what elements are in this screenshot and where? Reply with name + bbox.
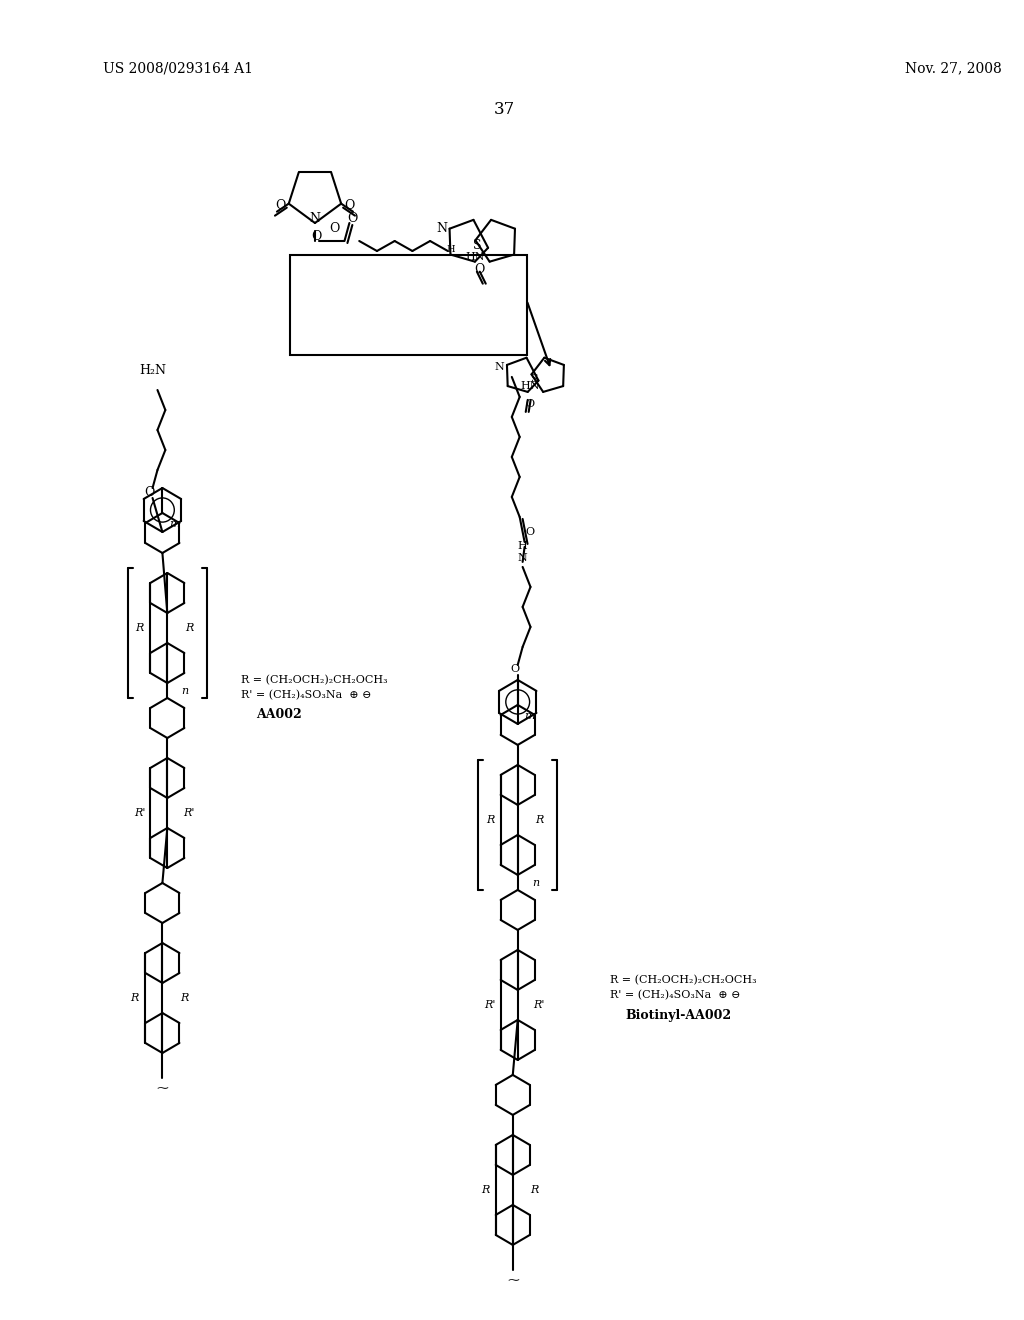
Text: m: m [524, 711, 535, 721]
Text: O: O [510, 664, 519, 675]
Text: US 2008/0293164 A1: US 2008/0293164 A1 [103, 61, 253, 75]
Text: R: R [486, 814, 495, 825]
Text: R = (CH₂OCH₂)₂CH₂OCH₃: R = (CH₂OCH₂)₂CH₂OCH₃ [241, 675, 388, 685]
Text: O: O [330, 223, 340, 235]
Text: ~: ~ [156, 1080, 169, 1097]
Text: R: R [131, 993, 139, 1003]
Text: H: H [446, 246, 455, 253]
Text: H
N: H N [518, 541, 527, 562]
Text: R: R [180, 993, 188, 1003]
Text: R' = (CH₂)₄SO₃Na  ⊕ ⊖: R' = (CH₂)₄SO₃Na ⊕ ⊖ [610, 990, 740, 1001]
Text: N: N [495, 362, 504, 372]
Text: R = (CH₂OCH₂)₂CH₂OCH₃: R = (CH₂OCH₂)₂CH₂OCH₃ [610, 975, 757, 985]
Text: O: O [311, 231, 323, 243]
Text: S: S [529, 375, 538, 384]
Text: AA002: AA002 [256, 709, 302, 722]
Text: R': R' [534, 1001, 545, 1010]
Text: R: R [184, 623, 194, 634]
Text: O: O [525, 527, 535, 537]
Text: O: O [475, 263, 485, 276]
Text: O: O [525, 399, 535, 409]
Text: R': R' [134, 808, 145, 818]
Text: n: n [181, 686, 188, 696]
Text: R' = (CH₂)₄SO₃Na  ⊕ ⊖: R' = (CH₂)₄SO₃Na ⊕ ⊖ [241, 690, 372, 700]
Text: n: n [531, 878, 539, 888]
Text: R': R' [183, 808, 195, 818]
Text: O: O [275, 199, 286, 213]
Text: Nov. 27, 2008: Nov. 27, 2008 [905, 61, 1002, 75]
Text: S: S [473, 239, 481, 252]
Bar [291, 255, 526, 355]
Text: O: O [144, 486, 155, 499]
Text: Biotinyl-AA002: Biotinyl-AA002 [625, 1008, 731, 1022]
Text: R: R [530, 1185, 539, 1195]
Text: O: O [347, 213, 357, 226]
Text: R': R' [484, 1001, 496, 1010]
Text: N: N [436, 222, 447, 235]
Text: O: O [344, 199, 354, 213]
Text: R: R [481, 1185, 489, 1195]
Text: R: R [536, 814, 544, 825]
Text: N: N [309, 213, 321, 226]
Text: ~: ~ [506, 1271, 520, 1288]
Text: m: m [169, 519, 179, 529]
Text: HN: HN [520, 381, 540, 391]
Text: HN: HN [465, 252, 484, 261]
Text: R: R [135, 623, 144, 634]
Text: H₂N: H₂N [139, 363, 166, 376]
Text: 37: 37 [494, 102, 514, 119]
